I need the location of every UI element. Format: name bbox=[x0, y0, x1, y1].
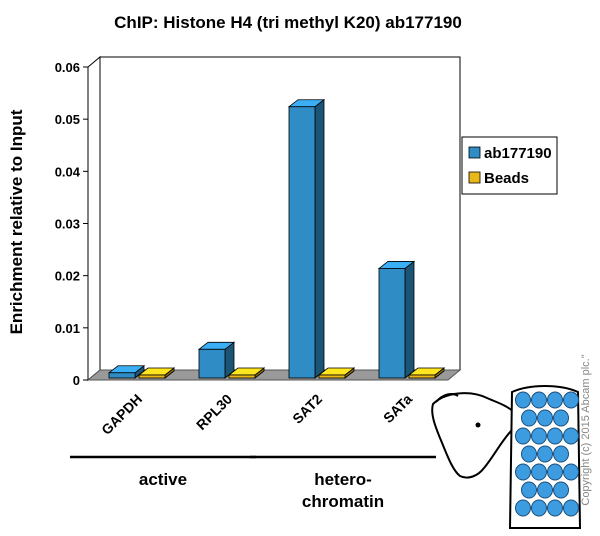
y-tick-label: 0.06 bbox=[55, 60, 80, 75]
copyright-text: Copyright (c) 2015 Abcam plc." bbox=[580, 354, 592, 505]
wool-curl bbox=[537, 445, 553, 463]
legend-box bbox=[461, 136, 558, 195]
legend-swatch bbox=[468, 146, 481, 159]
bar-front bbox=[198, 348, 226, 379]
category-label: SATa bbox=[380, 391, 415, 426]
wool-curl bbox=[515, 499, 531, 517]
y-axis-label: Enrichment relative to Input bbox=[7, 109, 26, 334]
y-tick-label: 0.02 bbox=[55, 269, 80, 284]
bars bbox=[107, 98, 446, 379]
bar-beads-gapdh bbox=[137, 367, 176, 379]
sheep-logo-icon bbox=[431, 385, 582, 529]
bar-side bbox=[404, 260, 415, 379]
chart-title: ChIP: Histone H4 (tri methyl K20) ab1771… bbox=[114, 13, 462, 32]
bar-beads-sat2 bbox=[317, 367, 356, 379]
category-label: GAPDH bbox=[98, 391, 145, 438]
wool-curl bbox=[547, 391, 563, 409]
wool-curl bbox=[521, 409, 537, 427]
wool-curl bbox=[537, 409, 553, 427]
legend-swatch bbox=[468, 171, 481, 184]
bar-beads-rpl30 bbox=[227, 367, 266, 379]
y-axis-ticks: 0 0.01 0.02 0.03 0.04 0.05 0.06 bbox=[55, 60, 88, 388]
sheep-head bbox=[431, 392, 516, 479]
wool-curl bbox=[563, 463, 579, 481]
plot-floor bbox=[86, 369, 462, 381]
wool-curl bbox=[553, 409, 569, 427]
sheep-ear bbox=[435, 393, 459, 403]
wool-curl bbox=[531, 463, 547, 481]
group-label: active bbox=[139, 470, 187, 489]
bar-front bbox=[318, 374, 346, 379]
wool-curl bbox=[515, 391, 531, 409]
wool-curl bbox=[547, 463, 563, 481]
y-tick-label: 0.03 bbox=[55, 217, 80, 232]
bar-front bbox=[108, 372, 136, 379]
bar-side bbox=[314, 98, 325, 379]
category-labels: GAPDH RPL30 SAT2 SATa bbox=[98, 391, 415, 438]
y-tick-label: 0.05 bbox=[55, 112, 80, 127]
wool-curl bbox=[531, 391, 547, 409]
bar-front bbox=[228, 374, 256, 379]
y-tick-label: 0.01 bbox=[55, 321, 80, 336]
group-label: chromatin bbox=[302, 492, 384, 511]
bar-ab177190-sata bbox=[377, 260, 416, 379]
wool-curl bbox=[521, 481, 537, 499]
wool-curl bbox=[553, 481, 569, 499]
wool-curl bbox=[537, 481, 553, 499]
wool-curl bbox=[563, 391, 579, 409]
legend: ab177190 Beads bbox=[461, 136, 558, 195]
bar-front bbox=[408, 374, 436, 379]
wool-curl bbox=[553, 445, 569, 463]
category-label: SAT2 bbox=[289, 391, 325, 427]
wool-curl bbox=[515, 427, 531, 445]
wool-curl bbox=[521, 445, 537, 463]
bar-ab177190-sat2 bbox=[287, 98, 326, 379]
bar-front bbox=[138, 374, 166, 379]
wool-curl bbox=[515, 463, 531, 481]
legend-label: ab177190 bbox=[484, 145, 552, 162]
wool-curl bbox=[563, 427, 579, 445]
wool-curl bbox=[547, 499, 563, 517]
wool-curl bbox=[547, 427, 563, 445]
plot-side-wall bbox=[87, 55, 101, 382]
category-label: RPL30 bbox=[193, 391, 235, 433]
y-tick-label: 0.04 bbox=[55, 164, 81, 179]
group-labels: active hetero-chromatin bbox=[70, 455, 436, 511]
bar-front bbox=[288, 106, 316, 379]
bar-front bbox=[378, 268, 406, 379]
wool-curl bbox=[531, 427, 547, 445]
y-tick-label: 0 bbox=[73, 373, 80, 388]
wool-curl bbox=[531, 499, 547, 517]
group-label: hetero- bbox=[314, 470, 372, 489]
bar-ab177190-rpl30 bbox=[197, 341, 236, 379]
sheep-eye bbox=[475, 422, 481, 428]
bar-beads-sata bbox=[407, 367, 446, 379]
legend-label: Beads bbox=[484, 170, 529, 187]
wool-curl bbox=[563, 499, 579, 517]
